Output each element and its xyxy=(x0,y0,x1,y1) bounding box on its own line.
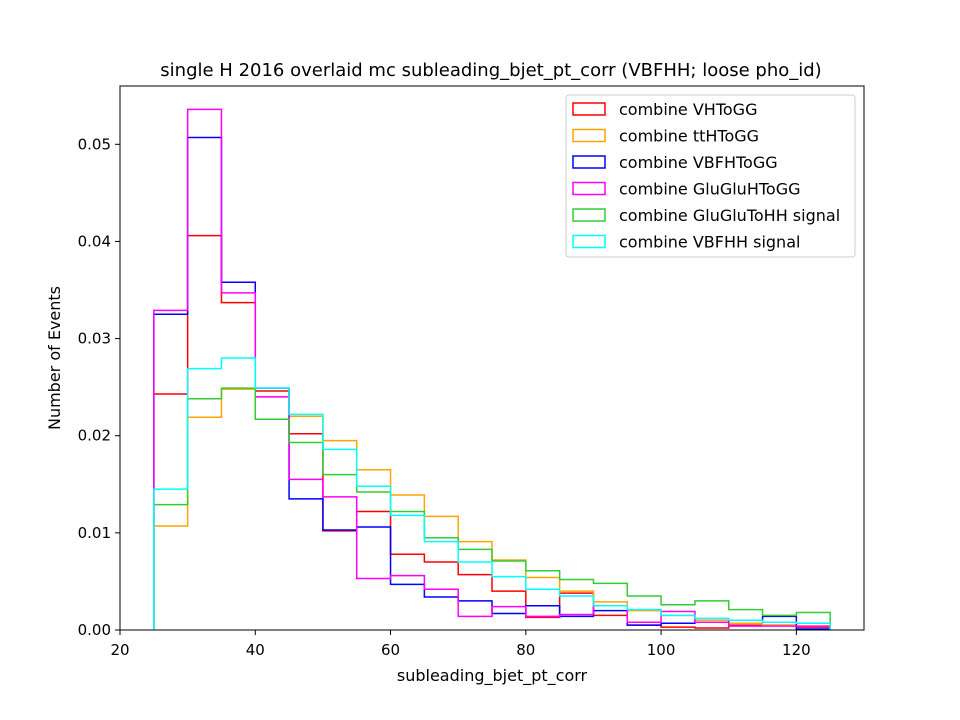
y-tick-label: 0.02 xyxy=(78,427,111,445)
series-5-histogram xyxy=(153,357,831,630)
x-tick-label: 60 xyxy=(381,641,400,659)
y-tick-label: 0.04 xyxy=(78,232,111,250)
chart-title: single H 2016 overlaid mc subleading_bje… xyxy=(160,60,821,81)
x-tick-label: 20 xyxy=(110,641,129,659)
y-axis-label: Number of Events xyxy=(45,286,64,430)
legend-swatch xyxy=(572,128,606,143)
legend: combine VHToGG combine ttHToGG combine VBF… xyxy=(565,94,856,258)
x-tick-label: 40 xyxy=(246,641,265,659)
y-tick-label: 0.05 xyxy=(78,135,111,153)
legend-swatch xyxy=(572,181,606,196)
legend-swatch xyxy=(572,208,606,222)
y-tick-label: 0.01 xyxy=(78,524,111,542)
x-tick-label: 100 xyxy=(647,641,676,659)
series-1-histogram xyxy=(153,388,831,630)
legend-box xyxy=(565,94,856,258)
legend-label: combine VBFHToGG xyxy=(619,153,778,172)
x-axis-label: subleading_bjet_pt_corr xyxy=(397,666,588,686)
x-tick-label: 80 xyxy=(516,641,535,659)
legend-label: combine GluGluHToGG xyxy=(619,180,800,199)
y-tick-label: 0.03 xyxy=(78,330,111,348)
legend-label: combine VHToGG xyxy=(619,100,757,119)
legend-swatch xyxy=(572,234,606,249)
legend-swatch xyxy=(572,155,606,169)
legend-swatch xyxy=(572,102,606,116)
plot-frame xyxy=(119,85,865,631)
legend-label: combine GluGluToHH signal xyxy=(619,206,840,225)
series-layer xyxy=(153,108,831,630)
x-axis: 20 40 60 80 100 120 xyxy=(110,630,811,659)
x-tick-label: 120 xyxy=(782,641,811,659)
legend-label: combine VBFHH signal xyxy=(619,233,800,252)
legend-label: combine ttHToGG xyxy=(619,127,759,146)
series-4-histogram xyxy=(153,387,831,630)
y-tick-label: 0.00 xyxy=(78,621,111,639)
y-axis: 0.00 0.01 0.02 0.03 0.04 0.05 xyxy=(78,135,120,639)
